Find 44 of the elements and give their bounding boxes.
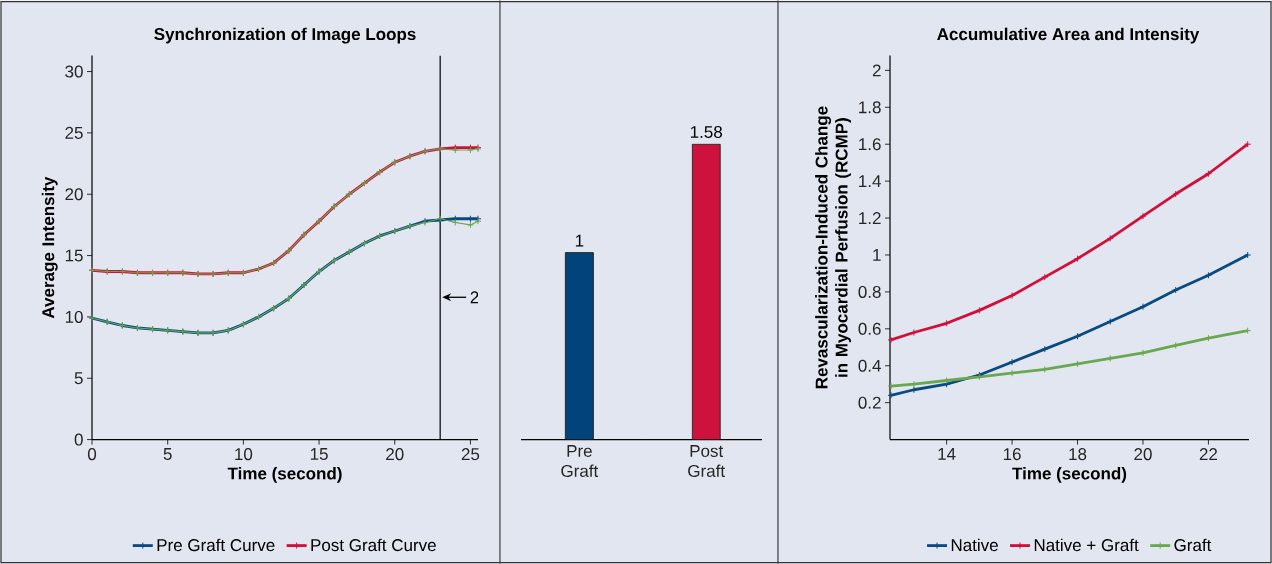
legend-label: Pre Graft Curve [157,538,275,552]
x-axis-title: Time (second) [1012,466,1127,483]
x-tick-label: 20 [1134,448,1152,461]
y-tick-label: 0.2 [858,396,881,409]
y-tick-label: 0.8 [858,285,881,298]
y-tick-label: 1.2 [859,212,881,224]
x-tick-label: 16 [1003,448,1021,461]
x-tick-label: Pre Graft [561,445,599,477]
x-tick-label: 15 [310,448,328,460]
x-tick-label: 5 [163,448,172,460]
y-tick-label: 20 [65,188,83,201]
x-axis-title: Time (second) [227,466,342,483]
legend-label: Post Graft Curve [311,538,436,552]
y-tick-label: 0.4 [858,359,881,372]
y-tick-label: 25 [65,126,83,139]
data-label: 1.58 [690,125,722,138]
legend-label: Native [951,538,998,552]
y-tick-label: 10 [65,310,83,323]
x-tick-label: 10 [235,448,253,461]
y-axis-title: Revascularization-Induced Change in Myocardial Perfusion (RCMP) [815,106,851,389]
y-tick-label: 2 [872,64,881,77]
y-tick-label: 1 [873,249,881,261]
legend-label: Native + Graft [1034,538,1139,552]
y-tick-label: 0.6 [858,322,881,335]
chart-title: Accumulative Area and Intensity [937,27,1200,44]
y-axis-title: Average Intensity [41,176,58,319]
annotation: 2 [470,291,479,304]
x-tick-label: 0 [87,448,97,461]
y-tick-label: 1.8 [859,101,881,114]
y-tick-label: 15 [65,249,83,262]
x-tick-label: Post Graft [688,445,725,477]
legend-label: Graft [1174,538,1212,552]
y-tick-label: 0 [74,433,83,446]
x-tick-label: 22 [1199,448,1218,460]
x-tick-label: 25 [461,448,480,461]
x-tick-label: 14 [938,448,956,460]
y-tick-label: 5 [74,372,83,385]
data-label: 1 [575,234,584,247]
y-tick-label: 1.6 [859,138,881,151]
chart-title: Synchronization of Image Loops [154,27,416,44]
x-tick-label: 20 [386,448,404,461]
x-tick-label: 18 [1069,448,1087,461]
y-tick-label: 1.4 [859,175,881,187]
y-tick-label: 30 [65,65,83,78]
